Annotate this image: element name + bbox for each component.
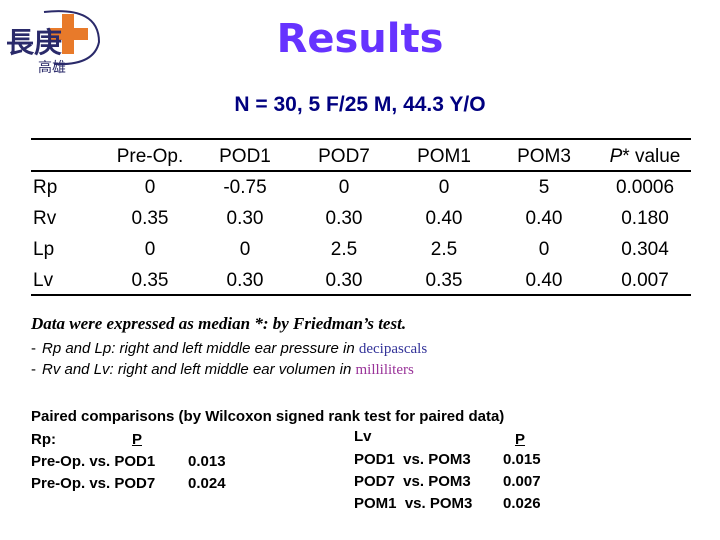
- logo-text: 長庚: [6, 26, 62, 59]
- table-cell: 0.35: [425, 270, 463, 291]
- table-bottom-rule: [31, 294, 691, 296]
- table-cell: 0.30: [226, 208, 264, 229]
- pvalue-suffix: * value: [622, 146, 681, 167]
- row-label-lp: Lp: [33, 239, 55, 260]
- table-cell: 0: [438, 177, 450, 198]
- rp-p-header: P: [131, 431, 142, 448]
- row-label-rp: Rp: [33, 177, 58, 198]
- page-title: Results: [276, 16, 444, 62]
- rp-p-value: 0.013: [188, 453, 226, 470]
- col-header-pom1: POM1: [417, 146, 471, 167]
- lv-comparison: POM1 vs. POM3: [354, 495, 473, 512]
- volume-unit: milliliters: [355, 362, 414, 378]
- note-dash: -: [31, 340, 36, 357]
- lv-comparison: POD1 vs. POM3: [354, 451, 471, 468]
- rp-comparison: Pre-Op. vs. POD7: [31, 475, 156, 492]
- table-cell: 0.35: [131, 270, 169, 291]
- note-pressure-text: Rp and Lp: right and left middle ear pre…: [42, 340, 359, 357]
- table-cell: 0.30: [325, 270, 363, 291]
- table-cell: 0: [338, 177, 350, 198]
- table-cell: 0.180: [621, 208, 669, 229]
- table-cell: 5: [538, 177, 550, 198]
- table-cell: 0: [144, 239, 156, 260]
- pvalue-p-letter: P: [609, 146, 623, 167]
- logo-cross-horizontal: [48, 28, 88, 40]
- row-label-rv: Rv: [33, 208, 57, 229]
- logo-subtext: 高雄: [38, 59, 66, 76]
- col-header-pod7: POD7: [318, 146, 370, 167]
- table-cell: 0.0006: [615, 177, 675, 198]
- lv-p-value: 0.026: [503, 495, 541, 512]
- col-header-preop: Pre-Op.: [116, 146, 184, 167]
- rp-p-value: 0.024: [188, 475, 226, 492]
- table-cell: 0: [144, 177, 156, 198]
- table-cell: 0.40: [425, 208, 463, 229]
- table-header-rule: [31, 170, 691, 172]
- table-cell: -0.75: [223, 177, 267, 198]
- pressure-unit: decipascals: [358, 341, 428, 357]
- median-note: Data were expressed as median *: by Frie…: [31, 314, 407, 333]
- table-cell: 0.30: [325, 208, 363, 229]
- hospital-logo: 長庚 高雄: [4, 6, 104, 76]
- note-dash: -: [31, 361, 36, 378]
- lv-p-value: 0.007: [503, 473, 541, 490]
- table-cell: 0: [538, 239, 550, 260]
- row-label-lv: Lv: [33, 270, 54, 291]
- lv-label: Lv: [354, 428, 372, 445]
- table-cell: 0.007: [621, 270, 669, 291]
- col-header-pom3: POM3: [517, 146, 571, 167]
- lv-comparison: POD7 vs. POM3: [354, 473, 471, 490]
- lv-p-value: 0.015: [503, 451, 541, 468]
- rp-comparison: Pre-Op. vs. POD1: [31, 453, 156, 470]
- rp-label: Rp:: [31, 431, 56, 448]
- logo-swoosh: [43, 10, 101, 66]
- table-cell: 0: [239, 239, 251, 260]
- table-cell: 2.5: [430, 239, 458, 260]
- col-header-pvalue: P* value: [590, 146, 700, 168]
- table-top-rule: [31, 138, 691, 140]
- table-cell: 0.304: [621, 239, 669, 260]
- col-header-pod1: POD1: [219, 146, 271, 167]
- table-cell: 0.40: [525, 270, 563, 291]
- table-cell: 0.30: [226, 270, 264, 291]
- table-cell: 0.35: [131, 208, 169, 229]
- lv-p-header: P: [514, 431, 525, 448]
- note-pressure: - Rp and Lp: right and left middle ear pr…: [31, 340, 427, 358]
- paired-heading: Paired comparisons (by Wilcoxon signed r…: [31, 408, 505, 425]
- note-volume-text: Rv and Lv: right and left middle ear vol…: [42, 361, 356, 378]
- note-volume: - Rv and Lv: right and left middle ear vo…: [31, 361, 414, 379]
- table-cell: 0.40: [525, 208, 563, 229]
- page-subtitle: N = 30, 5 F/25 M, 44.3 Y/O: [234, 93, 486, 116]
- table-cell: 2.5: [330, 239, 358, 260]
